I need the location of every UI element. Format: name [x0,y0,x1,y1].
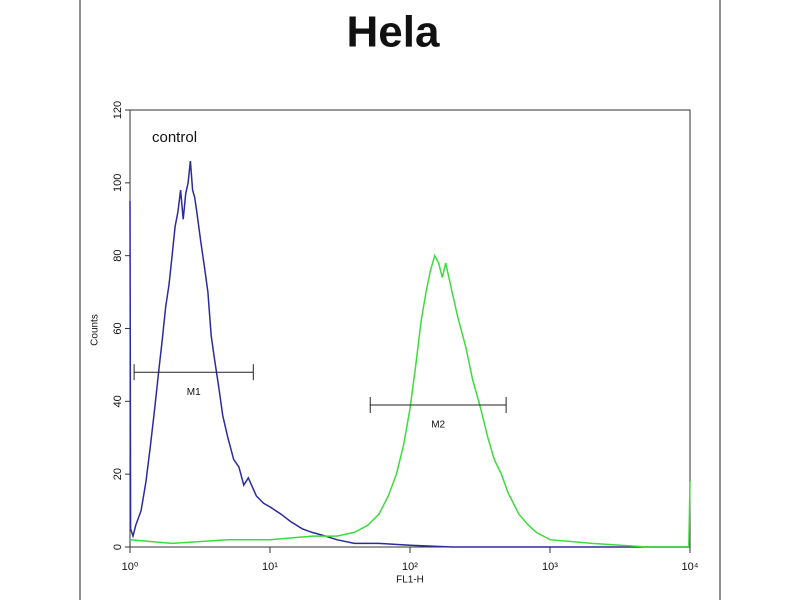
y-tick-label: 100 [112,174,124,192]
x-tick-label: 10⁰ [122,561,139,573]
y-axis-label: Counts [90,314,101,346]
x-axis-label: FL1-H [396,575,424,586]
y-tick-label: 40 [112,395,124,407]
x-tick-label: 10⁴ [682,561,699,573]
x-tick-label: 10² [402,561,418,573]
plot-frame [129,109,691,548]
y-tick-label: 120 [112,101,124,119]
x-tick-label: 10³ [542,561,558,573]
series-line [129,160,690,548]
series-label: control [152,129,197,146]
y-tick-label: 60 [112,322,124,334]
gate-label: M1 [187,387,201,398]
x-tick-label: 10¹ [262,561,278,573]
y-tick-label: 80 [112,250,124,262]
y-tick-label: 20 [112,468,124,480]
y-tick-label: 0 [112,544,124,550]
series-line [129,253,691,548]
gate-label: M2 [431,420,445,431]
chart-title: Hela [347,8,440,57]
